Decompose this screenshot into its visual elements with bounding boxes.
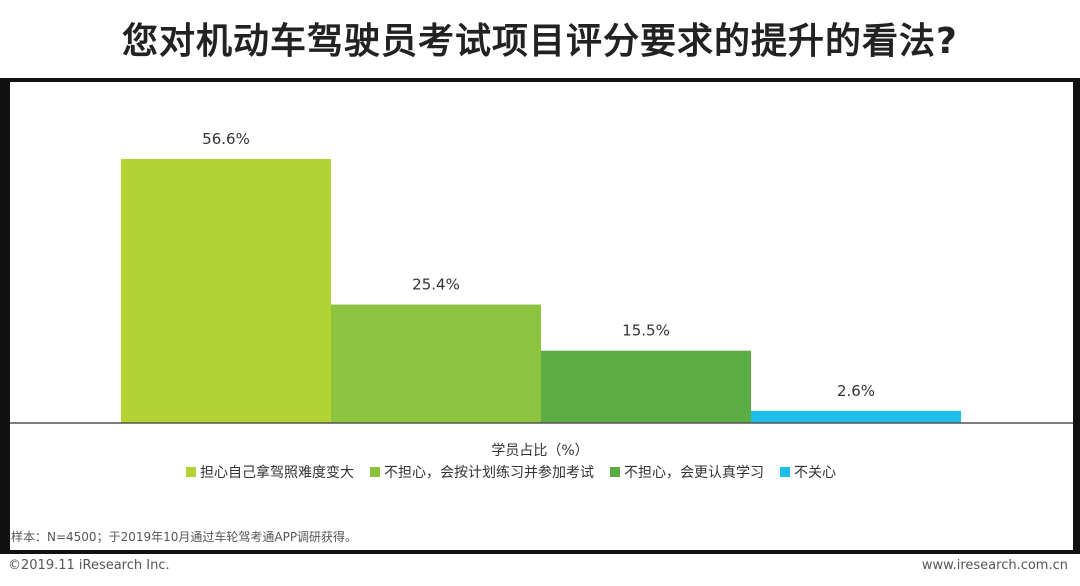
website-url: www.iresearch.com.cn [921,558,1068,573]
bar-value-label-practice: 25.4% [412,276,460,294]
x-axis-title: 学员占比（%） [491,443,588,459]
sample-note: 样本：N=4500；于2019年10月通过车轮驾考通APP调研获得。 [11,530,358,544]
legend-item-study: 不担心，会更认真学习 [610,462,764,482]
bar-value-label-study: 15.5% [622,322,670,340]
legend-swatch-study [610,467,620,477]
legend-item-worried: 担心自己拿驾照难度变大 [186,462,354,482]
bar-study [541,350,751,423]
legend: 担心自己拿驾照难度变大 不担心，会按计划练习并参加考试 不担心，会更认真学习 不… [186,461,836,483]
legend-label-worried: 担心自己拿驾照难度变大 [200,465,354,481]
legend-label-indifferent: 不关心 [794,465,836,481]
legend-item-practice: 不担心，会按计划练习并参加考试 [370,462,594,482]
bar-value-label-indifferent: 2.6% [837,382,875,400]
legend-swatch-worried [186,467,196,477]
chart-panel: 学员占比（%） 56.6% 25.4% 15.5% 2.6% 担心自己拿驾照难度变大 … [10,82,1073,550]
page-title: 您对机动车驾驶员考试项目评分要求的提升的看法? [122,21,958,62]
footer-band [0,554,1080,586]
legend-swatch-indifferent [780,467,790,477]
bar-practice [331,304,541,423]
bar-indifferent [751,410,961,423]
legend-label-practice: 不担心，会按计划练习并参加考试 [384,465,594,481]
legend-swatch-practice [370,467,380,477]
bar-worried [121,159,331,423]
copyright-text: ©2019.11 iResearch Inc. [8,558,170,573]
legend-item-indifferent: 不关心 [780,462,836,482]
bar-chart: 学员占比（%） 56.6% 25.4% 15.5% 2.6% [10,130,1073,459]
title-band [0,0,1080,78]
bar-value-label-worried: 56.6% [202,130,250,148]
legend-label-study: 不担心，会更认真学习 [624,465,764,481]
